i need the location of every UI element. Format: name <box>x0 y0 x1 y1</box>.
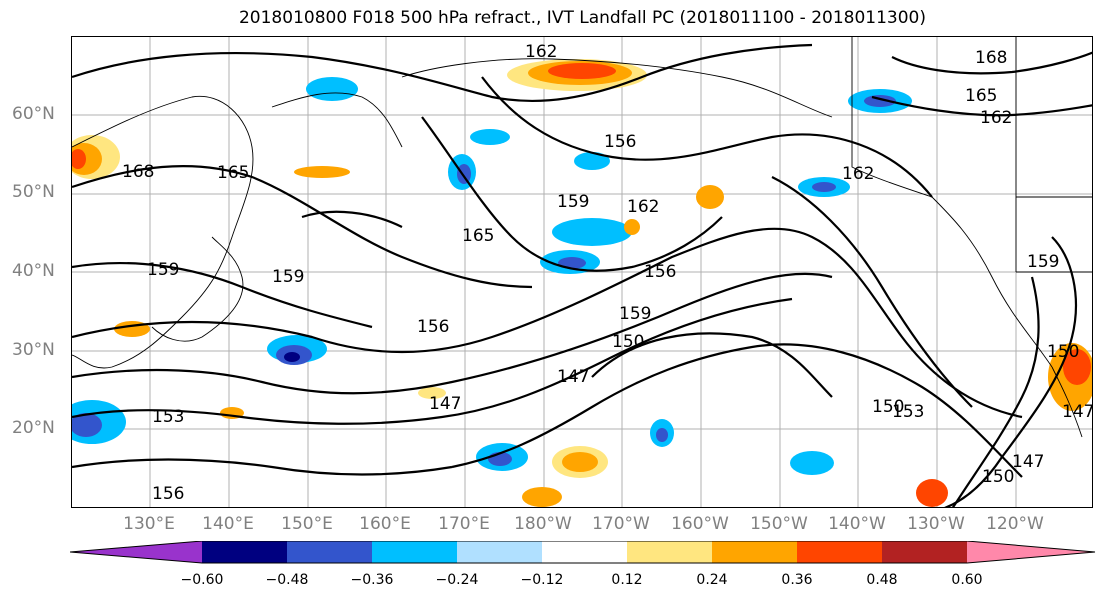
contour-label: 150 <box>982 467 1014 487</box>
colorbar-segment <box>797 541 882 563</box>
colorbar-tick: 0.24 <box>696 572 728 588</box>
lon-label-180w: 180°W <box>514 514 572 534</box>
contour-label: 162 <box>980 108 1012 128</box>
lon-label-150w: 150°W <box>750 514 808 534</box>
contour-label: 147 <box>1062 402 1093 422</box>
contour-label: 153 <box>152 407 184 427</box>
contour-label: 165 <box>217 163 249 183</box>
contour-label: 159 <box>619 304 651 324</box>
page-title: 2018010800 F018 500 hPa refract., IVT La… <box>238 8 926 28</box>
contour-label: 159 <box>1027 252 1059 272</box>
map-frame[interactable]: 162 156 159 165 168 147 150 153 159 156 … <box>71 36 1093 508</box>
contour-label: 150 <box>872 397 904 417</box>
colorbar-tick: 0.36 <box>781 572 813 588</box>
contour-label: 156 <box>152 484 184 504</box>
contour-label: 150 <box>1047 342 1079 362</box>
contour-label: 159 <box>272 267 304 287</box>
colorbar <box>70 541 1096 564</box>
contour-label: 168 <box>975 48 1007 68</box>
lon-label-120w: 120°W <box>986 514 1044 534</box>
colorbar-outline <box>70 541 1096 564</box>
contour-label: 156 <box>644 262 676 282</box>
contour-label: 156 <box>604 132 636 152</box>
colorbar-segment <box>882 541 967 563</box>
colorbar-segment <box>967 541 1095 563</box>
map-svg: 162 156 159 165 168 147 150 153 159 156 … <box>72 37 1093 507</box>
lon-label-140w: 140°W <box>828 514 886 534</box>
lat-label-30n: 30°N <box>12 340 55 360</box>
colorbar-segment <box>202 541 287 563</box>
contour-label: 159 <box>557 192 589 212</box>
lon-label-170w: 170°W <box>592 514 650 534</box>
contour-label: 162 <box>627 197 659 217</box>
contour-label: 165 <box>462 226 494 246</box>
contour-label: 156 <box>417 317 449 337</box>
contour-label: 162 <box>842 164 874 184</box>
contour-label: 162 <box>525 42 557 62</box>
colorbar-tick: 0.12 <box>611 572 643 588</box>
contour-label: 147 <box>1012 452 1044 472</box>
colorbar-segment <box>542 541 627 563</box>
lon-label-130w: 130°W <box>907 514 965 534</box>
lat-label-60n: 60°N <box>12 104 55 124</box>
anomaly-shading <box>72 59 1092 507</box>
colorbar-tick: −0.60 <box>180 572 224 588</box>
colorbar-segment <box>712 541 797 563</box>
gridlines <box>72 37 1092 507</box>
lon-label-150e: 150°E <box>281 514 333 534</box>
contour-label: 165 <box>965 86 997 106</box>
lon-label-160e: 160°E <box>359 514 411 534</box>
colorbar-segment <box>627 541 712 563</box>
refractivity-contours <box>72 43 1092 507</box>
colorbar-tick: 0.60 <box>951 572 983 588</box>
colorbar-segment <box>287 541 372 563</box>
colorbar-tick: −0.48 <box>265 572 309 588</box>
colorbar-segment <box>372 541 457 563</box>
colorbar-tick: −0.36 <box>350 572 394 588</box>
colorbar-tick: −0.12 <box>520 572 564 588</box>
colorbar-tick: 0.48 <box>866 572 898 588</box>
lat-label-50n: 50°N <box>12 182 55 202</box>
coastlines <box>72 37 1092 438</box>
contour-label: 147 <box>557 367 589 387</box>
lon-label-130e: 130°E <box>123 514 175 534</box>
contour-label: 168 <box>122 162 154 182</box>
lat-label-20n: 20°N <box>12 418 55 438</box>
contour-labels: 162 156 159 165 168 147 150 153 159 156 … <box>122 42 1093 504</box>
colorbar-tick: −0.24 <box>435 572 479 588</box>
contour-label: 153 <box>892 402 924 422</box>
lon-label-140e: 140°E <box>202 514 254 534</box>
contour-label: 159 <box>147 260 179 280</box>
colorbar-segment <box>70 541 202 563</box>
colorbar-segment <box>457 541 542 563</box>
lon-label-170e: 170°E <box>438 514 490 534</box>
contour-label: 147 <box>429 394 461 414</box>
contour-label: 150 <box>612 332 644 352</box>
lat-label-40n: 40°N <box>12 261 55 281</box>
lon-label-160w: 160°W <box>671 514 729 534</box>
